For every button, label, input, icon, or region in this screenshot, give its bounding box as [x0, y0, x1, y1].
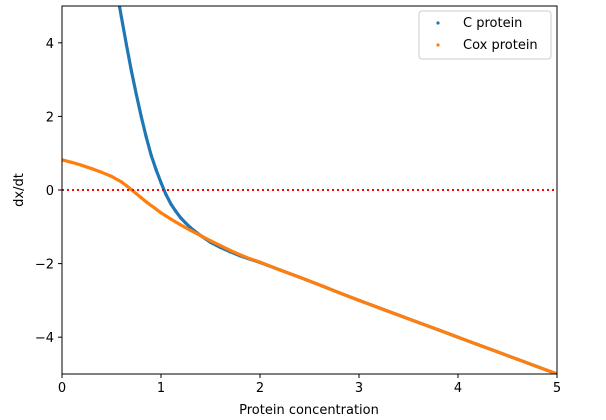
x-tick-label: 0 [58, 381, 66, 396]
data-point-cox-protein [90, 167, 94, 171]
data-point-cox-protein [109, 174, 114, 178]
data-point-cox-protein [154, 207, 158, 211]
y-axis-ticks: −4 −2 0 2 4 [35, 37, 62, 346]
data-point-c-protein [184, 221, 188, 225]
data-point-cox-protein [228, 248, 232, 252]
x-tick-label: 4 [454, 381, 462, 396]
y-tick-label: −2 [35, 258, 54, 273]
data-point-cox-protein [70, 160, 74, 164]
data-point-cox-protein [397, 313, 401, 317]
legend-box [418, 10, 552, 60]
data-point-c-protein [174, 209, 178, 213]
data-point-cox-protein [124, 183, 128, 188]
x-axis-label: Protein concentration [239, 403, 379, 418]
data-point-cox-protein [377, 306, 381, 310]
data-point-cox-protein [189, 228, 193, 233]
y-axis-label: dx/dt [12, 173, 27, 207]
data-point-cox-protein [476, 342, 480, 347]
plot-area [62, 6, 557, 374]
data-point-cox-protein [199, 234, 203, 238]
data-point-cox-protein [179, 223, 183, 227]
data-point-c-protein [154, 168, 158, 172]
data-point-c-protein [149, 153, 153, 157]
data-point-cox-protein [416, 320, 420, 325]
data-point-cox-protein [248, 257, 252, 261]
data-point-cox-protein [258, 260, 262, 264]
data-point-cox-protein [159, 211, 163, 215]
y-tick-label: 2 [46, 110, 54, 125]
data-point-cox-protein [139, 196, 143, 200]
legend: C protein Cox protein [418, 10, 552, 60]
x-tick-label: 1 [157, 381, 165, 396]
data-point-c-protein [179, 216, 183, 220]
data-point-cox-protein [357, 298, 361, 302]
legend-label-c-protein: C protein [463, 16, 522, 31]
data-point-cox-protein [149, 203, 153, 208]
y-tick-label: 4 [46, 37, 54, 52]
legend-label-cox-protein: Cox protein [463, 38, 538, 53]
data-point-cox-protein [317, 283, 321, 287]
x-axis-ticks: 0 1 2 3 4 5 [58, 374, 561, 396]
data-point-cox-protein [456, 335, 460, 339]
y-tick-label: −4 [35, 331, 54, 346]
data-point-c-protein [129, 68, 133, 72]
data-point-cox-protein [298, 275, 302, 279]
data-point-cox-protein [337, 291, 341, 295]
data-point-c-protein [139, 114, 143, 118]
legend-marker-c-protein [436, 21, 440, 25]
data-point-cox-protein [169, 217, 173, 221]
data-point-cox-protein [80, 163, 84, 167]
data-point-c-protein [169, 202, 173, 206]
data-point-cox-protein [278, 268, 282, 272]
data-point-c-protein [164, 192, 168, 197]
data-point-cox-protein [134, 192, 138, 196]
data-point-cox-protein [238, 253, 242, 257]
data-point-cox-protein [218, 243, 222, 248]
x-tick-label: 3 [355, 381, 363, 396]
data-point-cox-protein [144, 200, 148, 204]
data-point-cox-protein [515, 357, 520, 361]
data-point-cox-protein [535, 365, 539, 369]
data-point-cox-protein [100, 170, 104, 174]
series-layer [62, 6, 557, 374]
data-point-cox-protein [436, 328, 440, 332]
data-point-c-protein [144, 135, 148, 139]
series-trace-cox-protein [62, 158, 557, 374]
data-point-cox-protein [119, 180, 123, 184]
data-point-c-protein [124, 43, 128, 47]
y-tick-label: 0 [46, 184, 54, 199]
data-point-c-protein [119, 15, 123, 19]
data-point-cox-protein [208, 239, 213, 243]
data-point-cox-protein [496, 350, 500, 354]
x-tick-label: 5 [553, 381, 561, 396]
series-cox-protein [62, 158, 557, 374]
data-point-c-protein [134, 92, 138, 96]
legend-marker-cox-protein [436, 43, 440, 47]
data-point-c-protein [159, 181, 163, 185]
x-tick-label: 2 [256, 381, 264, 396]
